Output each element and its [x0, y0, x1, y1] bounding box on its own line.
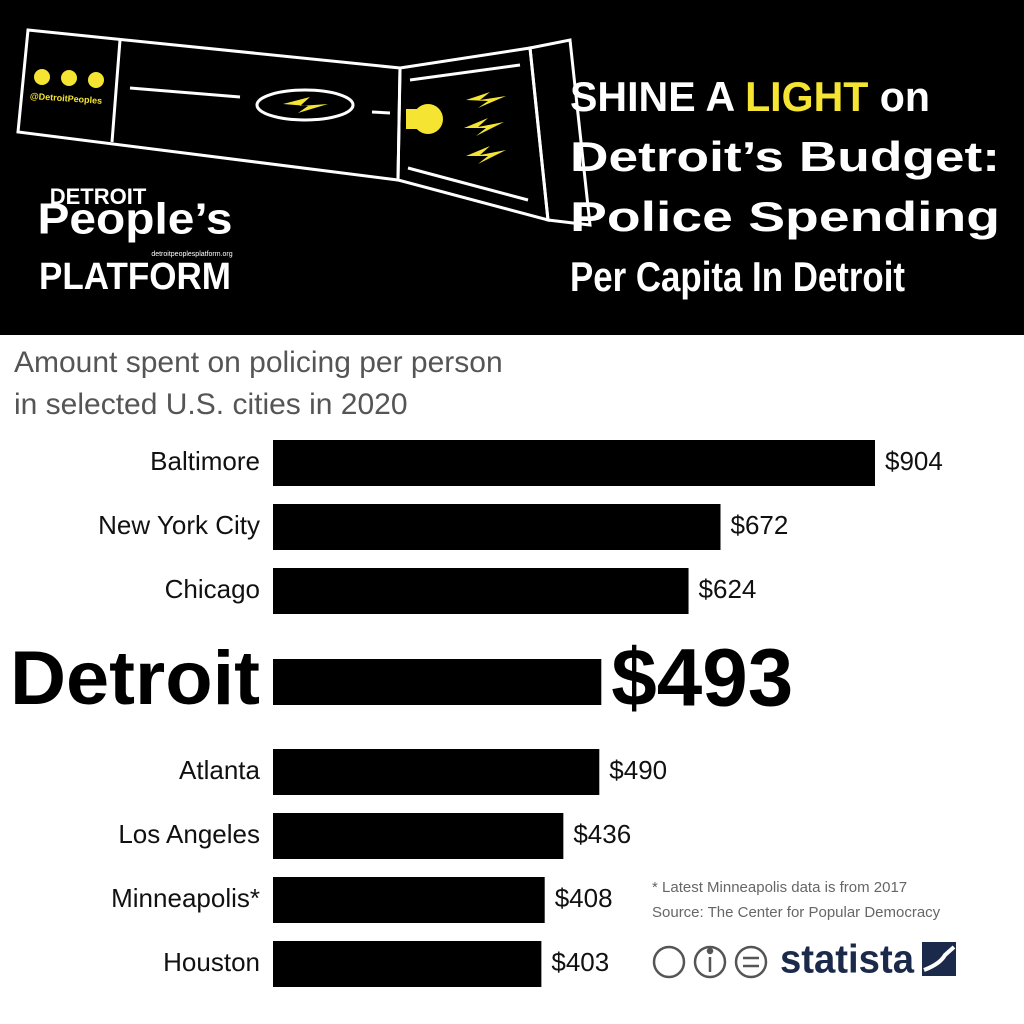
title-part: on — [880, 73, 930, 120]
category-label: Baltimore — [150, 446, 260, 476]
logo: DETROIT People’s detroitpeoplesplatform.… — [38, 184, 233, 298]
title-part: SHINE A — [570, 73, 735, 120]
logo-line: PLATFORM — [39, 256, 231, 298]
chart: Amount spent on policing per person in se… — [10, 346, 943, 987]
category-label: Detroit — [10, 636, 260, 721]
statista-icon — [922, 942, 956, 976]
title: Detroit’s Budget: Police Spending Per Capi… — [570, 133, 1000, 300]
bar — [273, 877, 545, 923]
title-line: Police Spending — [570, 193, 1000, 240]
logo-line: DETROIT — [50, 184, 147, 209]
source: Source: The Center for Popular Democracy — [652, 904, 941, 921]
subtitle: Amount spent on policing per person — [14, 346, 503, 379]
flashlight — [16, 28, 592, 227]
bar — [273, 504, 721, 550]
value-label: $624 — [699, 574, 757, 604]
title-line: Per Capita In Detroit — [570, 253, 905, 300]
subtitle: in selected U.S. cities in 2020 — [14, 388, 408, 421]
bar — [273, 659, 602, 705]
title-line: SHINE A LIGHT on — [570, 73, 930, 120]
footnote: * Latest Minneapolis data is from 2017 — [652, 879, 907, 896]
category-label: Atlanta — [179, 755, 260, 785]
bar — [273, 440, 875, 486]
value-label: $493 — [611, 633, 793, 724]
category-label: Minneapolis* — [111, 883, 260, 913]
category-label: Houston — [163, 947, 260, 977]
bar — [273, 749, 600, 795]
brand: statista — [780, 938, 915, 982]
category-label: Los Angeles — [118, 819, 260, 849]
bar — [273, 941, 542, 987]
value-label: $436 — [573, 819, 631, 849]
title-line: Detroit’s Budget: — [570, 133, 1000, 180]
category-label: Chicago — [165, 574, 260, 604]
title-highlight: LIGHT — [745, 73, 869, 120]
license-icons — [652, 945, 768, 979]
bar — [273, 813, 564, 859]
flashlight-accents — [34, 69, 506, 164]
logo-url: detroitpeoplesplatform.org — [151, 251, 232, 258]
value-label: $408 — [555, 883, 613, 913]
value-label: $672 — [731, 510, 789, 540]
value-label: $403 — [551, 947, 609, 977]
header-band — [0, 0, 1024, 335]
category-label: New York City — [98, 510, 260, 540]
value-label: $490 — [609, 755, 667, 785]
logo-line: People’s — [38, 195, 233, 244]
value-label: $904 — [885, 446, 943, 476]
bar — [273, 568, 689, 614]
